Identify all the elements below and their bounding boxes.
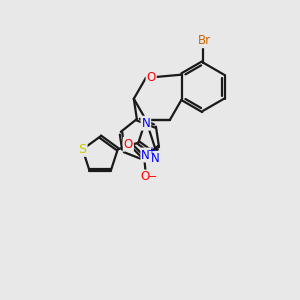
Text: O: O: [146, 71, 156, 84]
Text: N: N: [151, 152, 159, 165]
Text: N: N: [141, 148, 150, 161]
Text: O: O: [124, 138, 133, 151]
Text: N: N: [142, 117, 150, 130]
Text: −: −: [148, 172, 157, 182]
Text: +: +: [147, 146, 155, 157]
Text: S: S: [79, 143, 87, 156]
Text: Br: Br: [198, 34, 211, 47]
Text: O: O: [141, 170, 150, 183]
